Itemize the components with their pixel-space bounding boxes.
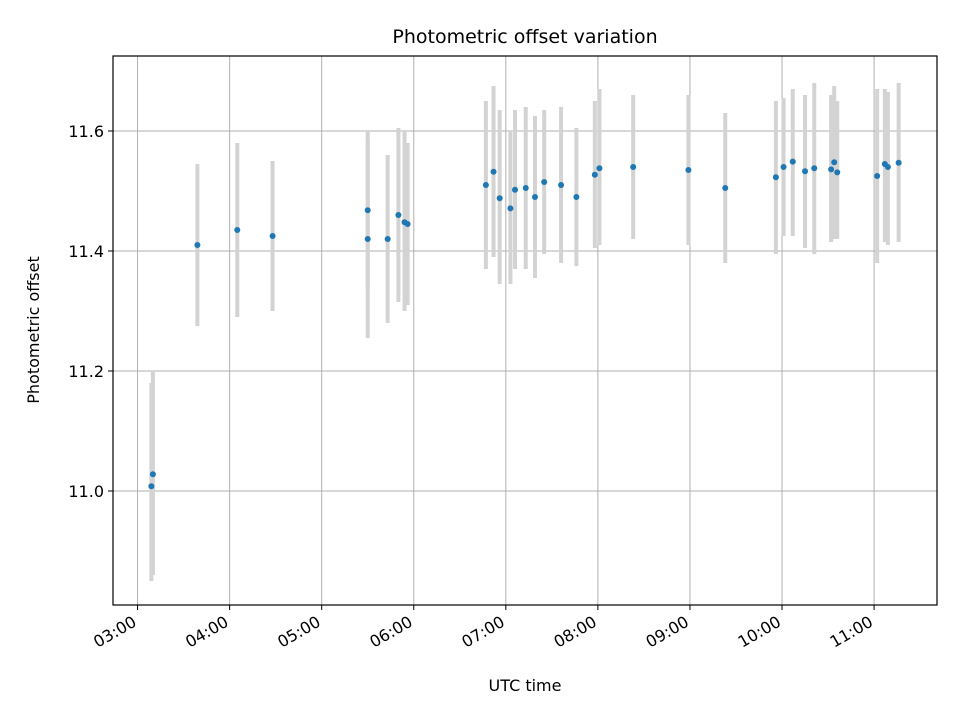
data-point bbox=[512, 186, 519, 193]
data-point bbox=[834, 169, 841, 176]
y-axis: 11.0 11.2 11.4 11.6 bbox=[68, 122, 113, 501]
data-point bbox=[831, 159, 838, 166]
data-point bbox=[558, 182, 565, 188]
data-point bbox=[884, 164, 891, 170]
data-point bbox=[148, 483, 155, 490]
data-point bbox=[395, 212, 402, 218]
data-point bbox=[490, 168, 497, 175]
data-point bbox=[194, 242, 201, 248]
y-tick-label: 11.6 bbox=[68, 122, 104, 141]
data-point bbox=[364, 236, 371, 242]
data-point bbox=[531, 194, 538, 200]
data-point bbox=[685, 167, 692, 173]
data-point bbox=[507, 205, 514, 212]
data-point bbox=[772, 174, 779, 181]
data-point bbox=[149, 471, 156, 478]
data-point bbox=[780, 164, 787, 170]
data-point bbox=[811, 165, 818, 172]
y-tick-label: 11.0 bbox=[68, 482, 104, 501]
y-axis-label: Photometric offset bbox=[24, 256, 43, 404]
data-point bbox=[522, 185, 529, 191]
chart-title: Photometric offset variation bbox=[392, 26, 657, 48]
data-point bbox=[722, 185, 729, 191]
data-point bbox=[496, 195, 503, 202]
data-point bbox=[789, 158, 796, 165]
data-point bbox=[596, 165, 603, 172]
y-tick-label: 11.4 bbox=[68, 242, 104, 261]
data-point bbox=[573, 194, 580, 200]
data-point bbox=[630, 164, 637, 170]
plot-frame bbox=[112, 55, 938, 606]
data-point bbox=[234, 227, 241, 233]
data-point bbox=[591, 171, 598, 178]
data-points bbox=[148, 158, 902, 490]
data-point bbox=[802, 168, 809, 175]
data-point bbox=[384, 236, 391, 242]
data-point bbox=[828, 166, 835, 173]
data-point bbox=[364, 207, 371, 214]
data-point bbox=[482, 182, 489, 188]
data-point bbox=[269, 233, 276, 239]
data-point bbox=[404, 221, 411, 227]
data-point bbox=[874, 173, 881, 179]
y-tick-label: 11.2 bbox=[68, 362, 104, 381]
x-axis-label: UTC time bbox=[489, 676, 562, 695]
data-point bbox=[895, 159, 902, 166]
data-point bbox=[541, 179, 548, 185]
